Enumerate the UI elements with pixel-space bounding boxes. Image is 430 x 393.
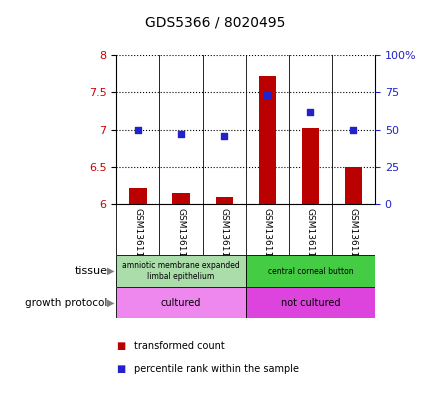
Bar [129,188,146,204]
Text: transformed count: transformed count [133,341,224,351]
Text: GSM1361185: GSM1361185 [133,208,142,269]
Text: GSM1361189: GSM1361189 [305,208,314,269]
Bar [245,255,374,287]
Point [134,127,141,134]
Point [177,131,184,137]
Text: GSM1361190: GSM1361190 [348,208,357,269]
Text: ▶: ▶ [107,298,114,308]
Text: GSM1361188: GSM1361188 [262,208,271,269]
Text: ■: ■ [116,341,125,351]
Text: tissue: tissue [74,266,108,276]
Text: growth protocol: growth protocol [25,298,108,308]
Text: cultured: cultured [160,298,201,308]
Text: GDS5366 / 8020495: GDS5366 / 8020495 [145,16,285,30]
Point [306,108,313,115]
Text: ▶: ▶ [107,266,114,276]
Point [263,92,270,98]
Bar [172,193,189,204]
Text: central corneal button: central corneal button [267,267,352,275]
Text: percentile rank within the sample: percentile rank within the sample [133,364,298,375]
Bar [258,76,275,204]
Text: not cultured: not cultured [280,298,339,308]
Bar [344,167,361,204]
Point [349,127,356,133]
Bar [215,197,232,204]
Bar [116,287,245,318]
Bar [301,128,318,204]
Point [220,132,227,139]
Text: ■: ■ [116,364,125,375]
Bar [116,255,245,287]
Text: GSM1361187: GSM1361187 [219,208,228,269]
Bar [245,287,374,318]
Text: GSM1361186: GSM1361186 [176,208,185,269]
Text: amniotic membrane expanded
limbal epithelium: amniotic membrane expanded limbal epithe… [122,261,240,281]
